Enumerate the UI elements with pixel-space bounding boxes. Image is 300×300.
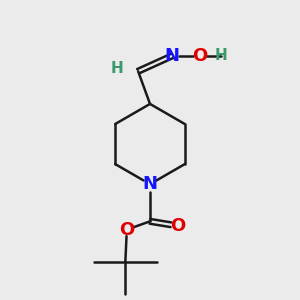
- Text: N: N: [165, 47, 180, 65]
- Text: O: O: [119, 221, 134, 239]
- Text: H: H: [215, 48, 227, 63]
- Text: H: H: [110, 61, 123, 76]
- Text: N: N: [142, 175, 158, 193]
- Text: O: O: [192, 47, 207, 65]
- Text: O: O: [170, 217, 185, 235]
